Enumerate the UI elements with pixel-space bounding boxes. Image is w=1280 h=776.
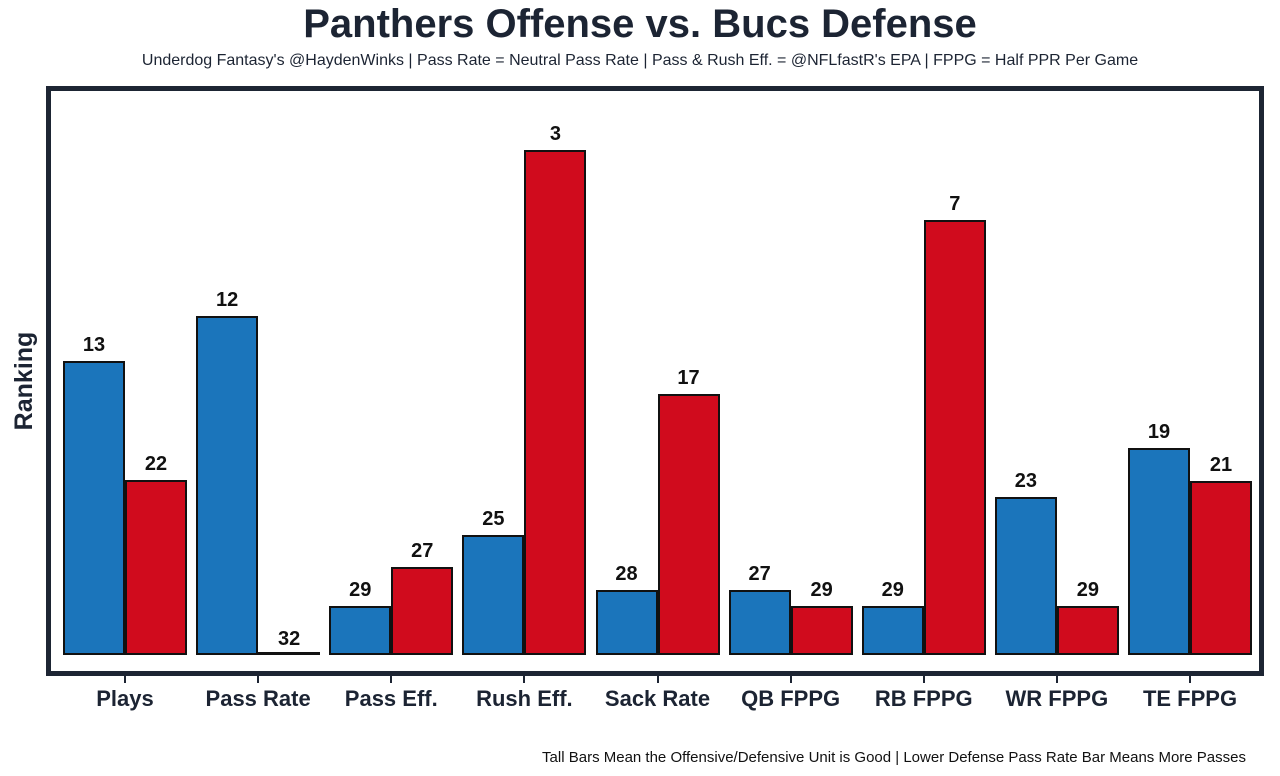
x-tick xyxy=(922,676,925,683)
bar-value-offense-te-fppg: 19 xyxy=(1147,421,1171,443)
x-tick xyxy=(789,676,792,683)
bar-value-defense-qb-fppg: 29 xyxy=(810,579,833,601)
x-axis-label-pass-eff: Pass Eff. xyxy=(344,686,438,711)
footer-note: Tall Bars Mean the Offensive/Defensive U… xyxy=(542,749,1246,766)
bar-value-offense-wr-fppg: 23 xyxy=(1014,470,1037,492)
bar-offense-sack-rate xyxy=(595,590,658,655)
x-tick xyxy=(124,676,126,683)
x-tick xyxy=(257,676,260,683)
bar-defense-plays xyxy=(125,480,187,655)
x-axis-label-pass-rate: Pass Rate xyxy=(205,686,311,711)
bar-offense-rb-fppg xyxy=(861,606,924,655)
chart-subtitle: Underdog Fantasy's @HaydenWinks | Pass R… xyxy=(141,52,1139,69)
x-tick xyxy=(390,676,393,683)
plot-frame: 13 22 12 32 29 27 25 3 28 17 27 29 29 7 23 29 19 21 xyxy=(46,86,1264,676)
bar-offense-qb-fppg xyxy=(728,590,791,655)
x-tick xyxy=(1189,676,1191,683)
bar-offense-rush-eff xyxy=(462,535,525,655)
bar-value-offense-pass-rate: 12 xyxy=(216,289,239,311)
chart-title: Panthers Offense vs. Bucs Defense xyxy=(303,2,977,46)
bar-offense-wr-fppg xyxy=(994,497,1057,655)
x-tick xyxy=(1055,676,1058,683)
bar-value-offense-qb-fppg: 27 xyxy=(748,563,771,585)
bar-value-defense-te-fppg: 21 xyxy=(1209,454,1233,476)
x-tick xyxy=(523,676,526,683)
bar-value-defense-rush-eff: 3 xyxy=(549,123,561,145)
x-tick xyxy=(656,676,659,683)
bar-defense-te-fppg xyxy=(1190,481,1252,655)
bar-offense-pass-rate xyxy=(196,316,259,655)
bar-value-offense-rush-eff: 25 xyxy=(482,508,505,530)
y-axis-label: Ranking xyxy=(10,331,38,431)
bar-value-defense-plays: 22 xyxy=(144,453,168,475)
bar-offense-plays xyxy=(63,361,125,655)
bar-defense-pass-rate xyxy=(258,652,321,655)
plot-area: 13 22 12 32 29 27 25 3 28 17 27 29 29 7 23 29 19 21 xyxy=(51,91,1259,671)
bar-value-defense-pass-rate: 32 xyxy=(278,628,301,650)
bar-offense-te-fppg xyxy=(1128,448,1190,655)
x-axis-label-qb-fppg: QB FPPG xyxy=(741,686,841,711)
bar-defense-rush-eff xyxy=(524,150,587,655)
bar-value-offense-rb-fppg: 29 xyxy=(881,579,904,601)
bar-defense-qb-fppg xyxy=(790,606,853,655)
x-axis-label-plays: Plays xyxy=(96,686,154,711)
bar-value-offense-plays: 13 xyxy=(82,334,106,356)
bar-offense-pass-eff xyxy=(329,606,392,655)
bar-value-offense-pass-eff: 29 xyxy=(349,579,372,601)
x-axis-label-rush-eff: Rush Eff. xyxy=(476,686,573,711)
bar-value-defense-rb-fppg: 7 xyxy=(949,193,961,215)
bar-value-defense-pass-eff: 27 xyxy=(411,540,434,562)
bar-defense-wr-fppg xyxy=(1056,606,1119,655)
x-axis-label-sack-rate: Sack Rate xyxy=(604,686,711,711)
bar-defense-sack-rate xyxy=(657,394,720,655)
bar-defense-pass-eff xyxy=(391,567,454,655)
x-axis-label-te-fppg: TE FPPG xyxy=(1142,686,1238,711)
bar-value-defense-sack-rate: 17 xyxy=(677,367,700,389)
bar-value-defense-wr-fppg: 29 xyxy=(1076,579,1099,601)
bar-value-offense-sack-rate: 28 xyxy=(615,563,638,585)
x-axis-label-rb-fppg: RB FPPG xyxy=(874,686,973,711)
bar-defense-rb-fppg xyxy=(923,220,986,655)
x-axis-label-wr-fppg: WR FPPG xyxy=(1005,686,1109,711)
